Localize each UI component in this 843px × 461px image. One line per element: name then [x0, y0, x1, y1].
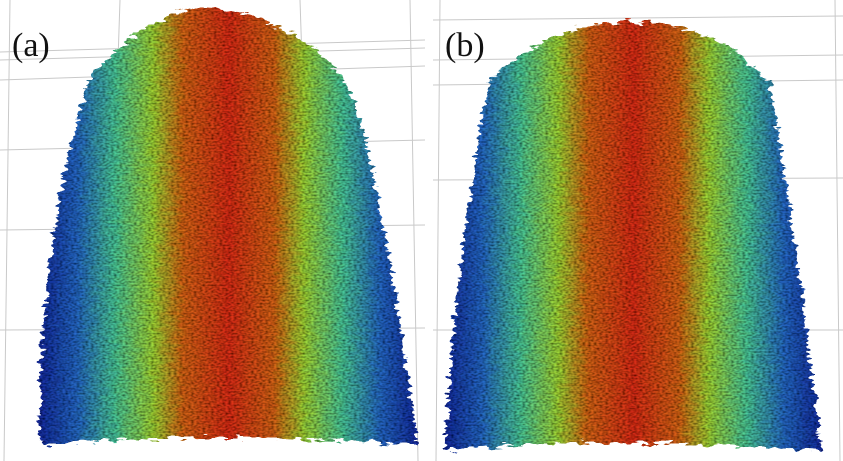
panel-label: (b) [445, 27, 485, 64]
panel-label: (a) [12, 27, 50, 64]
surface-scan [39, 8, 419, 445]
panel-b: (b) [432, 0, 843, 461]
surface-scan [445, 22, 822, 452]
panel-a: (a) [0, 0, 426, 461]
